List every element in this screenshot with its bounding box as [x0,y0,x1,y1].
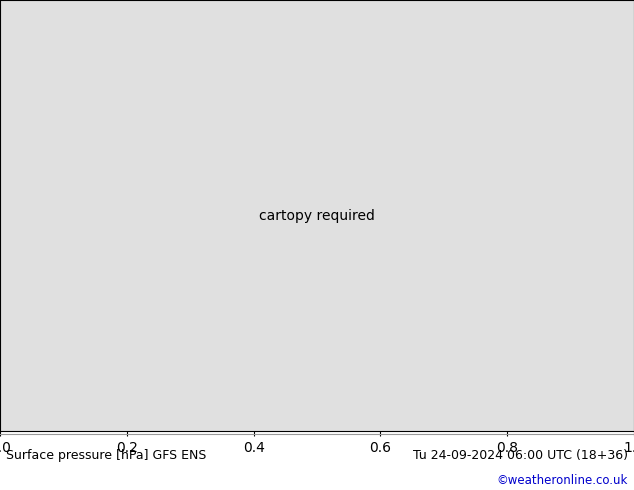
Text: cartopy required: cartopy required [259,209,375,222]
Text: Tu 24-09-2024 06:00 UTC (18+36): Tu 24-09-2024 06:00 UTC (18+36) [413,449,628,462]
Text: ©weatheronline.co.uk: ©weatheronline.co.uk [496,474,628,487]
Text: Surface pressure [hPa] GFS ENS: Surface pressure [hPa] GFS ENS [6,449,207,462]
